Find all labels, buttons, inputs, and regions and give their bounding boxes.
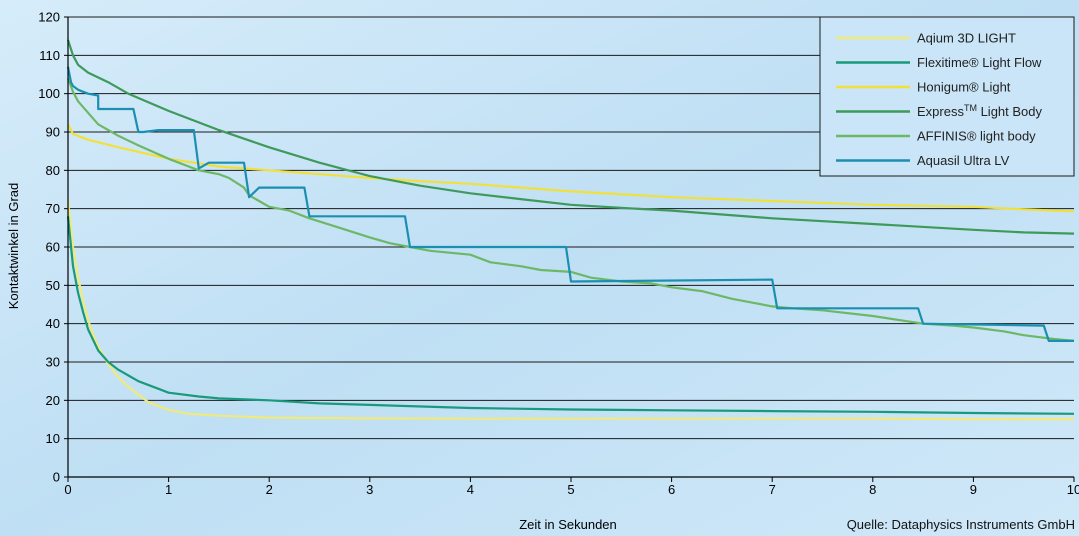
x-tick-label: 10 [1067,482,1079,497]
legend-box [819,16,1075,177]
legend-label: Aquasil Ultra LV [917,153,1010,168]
source-note: Quelle: Dataphysics Instruments GmbH [847,517,1075,532]
x-tick-label: 4 [467,482,474,497]
series-lines [66,39,1075,421]
y-tick-label: 110 [39,48,60,63]
x-axis-title: Zeit in Sekunden [519,517,617,532]
legend-label: ExpressTM Light Body [917,103,1043,119]
y-tick-label: 80 [46,163,60,178]
legend-label: Flexitime® Light Flow [917,55,1042,70]
x-tick-label: 8 [869,482,876,497]
x-tick-label: 2 [266,482,273,497]
series-line-3 [67,123,1075,213]
y-tick-label: 100 [38,86,60,101]
legend-label: Aqium 3D LIGHT [917,31,1016,46]
y-tick-label: 40 [46,316,60,331]
x-tick-label: 6 [668,482,675,497]
x-tick-label: 7 [769,482,776,497]
series-line-1 [66,200,1074,421]
series-line-5 [66,77,1075,342]
x-tick-label: 5 [567,482,574,497]
series-line-6 [66,66,1074,342]
y-tick-label: 50 [46,278,60,293]
x-tick-label: 9 [970,482,977,497]
x-tick-label: 0 [64,482,71,497]
legend-label: AFFINIS® light body [917,129,1036,144]
y-axis-title: Kontaktwinkel in Grad [6,183,21,309]
series-line-4 [66,39,1075,235]
y-tick-label: 30 [46,355,60,370]
y-tick-label: 90 [46,125,60,140]
y-tick-label: 70 [46,201,60,216]
y-tick-label: 60 [46,240,60,255]
y-tick-label: 0 [53,470,60,485]
legend: Aqium 3D LIGHT Flexitime® Light Flow Honig… [819,16,1075,177]
axes: 0 10 20 30 40 50 60 70 80 90 100 110 120 0 1 2 3 4 5 6 7 8 9 10 [38,10,1079,498]
y-tick-label: 10 [46,431,60,446]
x-tick-label: 3 [366,482,373,497]
legend-label: Honigum® Light [917,80,1011,95]
series-line-2 [66,216,1075,415]
x-tick-label: 1 [165,482,172,497]
y-tick-label: 20 [46,393,60,408]
y-tick-label: 120 [38,10,60,25]
